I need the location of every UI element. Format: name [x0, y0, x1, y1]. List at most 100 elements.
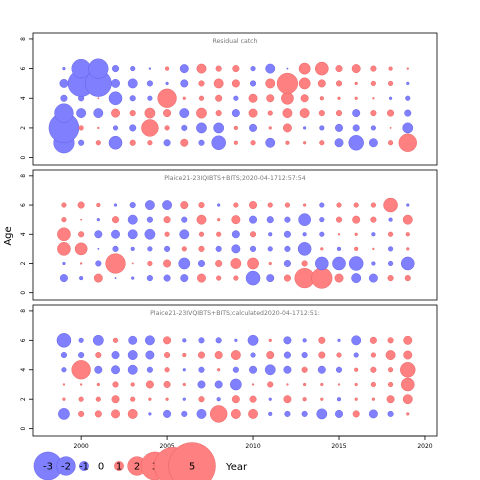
residual-bubble: [354, 382, 358, 387]
residual-bubble: [129, 202, 136, 209]
residual-bubble: [370, 381, 376, 388]
y-tick-label: 4: [20, 96, 27, 100]
residual-bubble: [233, 275, 239, 281]
residual-bubble: [370, 110, 377, 117]
residual-bubble: [303, 126, 307, 130]
residual-bubble: [144, 335, 155, 346]
residual-bubble: [164, 125, 170, 131]
residual-bubble: [197, 351, 205, 359]
residual-bubble: [302, 338, 307, 343]
residual-bubble: [61, 367, 67, 373]
residual-bubble: [276, 72, 298, 94]
residual-bubble: [216, 275, 222, 281]
legend-bubble: [56, 456, 76, 476]
residual-bubble: [181, 246, 187, 252]
residual-bubble: [78, 139, 85, 146]
residual-bubble: [283, 395, 292, 404]
residual-bubble: [182, 352, 187, 358]
residual-bubble: [111, 78, 120, 88]
residual-bubble: [62, 383, 66, 386]
residual-bubble: [163, 139, 171, 147]
residual-bubble: [112, 216, 120, 224]
residual-bubble: [197, 273, 206, 283]
residual-bubble: [95, 396, 101, 402]
residual-bubble: [179, 64, 189, 74]
residual-bubble: [197, 380, 206, 389]
residual-bubble: [179, 229, 190, 240]
residual-bubble: [283, 351, 291, 359]
residual-bubble: [266, 274, 275, 283]
residual-bubble: [130, 396, 136, 402]
residual-bubble: [198, 396, 205, 403]
residual-bubble: [406, 247, 410, 251]
residual-bubble: [95, 260, 102, 267]
residual-bubble: [148, 67, 152, 70]
residual-bubble: [217, 368, 221, 372]
legend-bubble: [79, 461, 89, 471]
residual-bubble: [387, 109, 395, 117]
residual-bubble: [111, 365, 120, 375]
residual-bubble: [370, 65, 377, 72]
residual-bubble: [319, 202, 325, 208]
residual-bubble: [335, 409, 343, 418]
residual-bubble: [95, 352, 102, 359]
residual-bubble: [348, 256, 364, 271]
y-tick-label: 8: [20, 309, 27, 313]
x-tick-label: 2000: [73, 443, 88, 450]
residual-bubble: [215, 245, 222, 252]
panel-3: Plaice21-23IVQIBTS+BITS;calculated2020-0…: [20, 304, 438, 437]
residual-bubble: [231, 230, 240, 239]
residual-bubble: [127, 78, 138, 89]
residual-bubble: [231, 79, 240, 88]
residual-bubble: [335, 65, 343, 73]
residual-bubble: [111, 229, 120, 239]
residual-bubble: [56, 333, 72, 348]
residual-bubble: [301, 410, 308, 417]
residual-bubble: [198, 202, 205, 209]
residual-bubble: [406, 203, 410, 207]
residual-bubble: [370, 366, 377, 373]
residual-bubble: [79, 383, 83, 386]
residual-bubble: [198, 95, 205, 101]
residual-bubble: [300, 94, 309, 103]
residual-bubble: [165, 397, 169, 401]
residual-bubble: [250, 140, 256, 146]
legend-label: -1: [79, 462, 89, 473]
residual-bubble: [127, 350, 138, 360]
residual-bubble: [286, 383, 289, 386]
residual-bubble: [388, 367, 394, 373]
residual-bubble: [215, 337, 222, 344]
residual-bubble: [232, 65, 240, 73]
residual-bubble: [388, 246, 394, 252]
residual-bubble: [94, 230, 103, 239]
residual-bubble: [88, 58, 109, 79]
residual-bubble: [144, 228, 156, 240]
residual-bubble: [316, 408, 328, 420]
residual-bubble: [250, 80, 257, 87]
residual-bubble: [354, 397, 358, 401]
residual-bubble: [335, 110, 343, 117]
residual-bubble: [146, 275, 153, 282]
residual-bubble: [250, 352, 256, 358]
residual-bubble: [129, 110, 136, 117]
residual-bubble: [283, 259, 291, 267]
residual-bubble: [319, 125, 325, 131]
residual-bubble: [284, 245, 291, 252]
residual-bubble: [96, 382, 100, 387]
residual-bubble: [315, 61, 329, 76]
residual-bubble: [147, 95, 153, 101]
residual-bubble: [163, 216, 171, 224]
legend-label: -2: [61, 462, 71, 473]
residual-bubble: [282, 123, 292, 133]
residual-bubble: [387, 275, 394, 282]
residual-bubble: [233, 202, 239, 208]
residual-bubble: [335, 216, 343, 223]
y-tick-label: 4: [20, 232, 27, 236]
residual-bubble: [60, 94, 68, 102]
residual-bubble: [94, 365, 103, 374]
legend-bubble: [114, 461, 124, 471]
residual-bubble: [213, 122, 225, 134]
residual-bubble: [337, 338, 341, 342]
residual-bubble: [145, 380, 154, 389]
residual-bubble: [389, 127, 392, 129]
